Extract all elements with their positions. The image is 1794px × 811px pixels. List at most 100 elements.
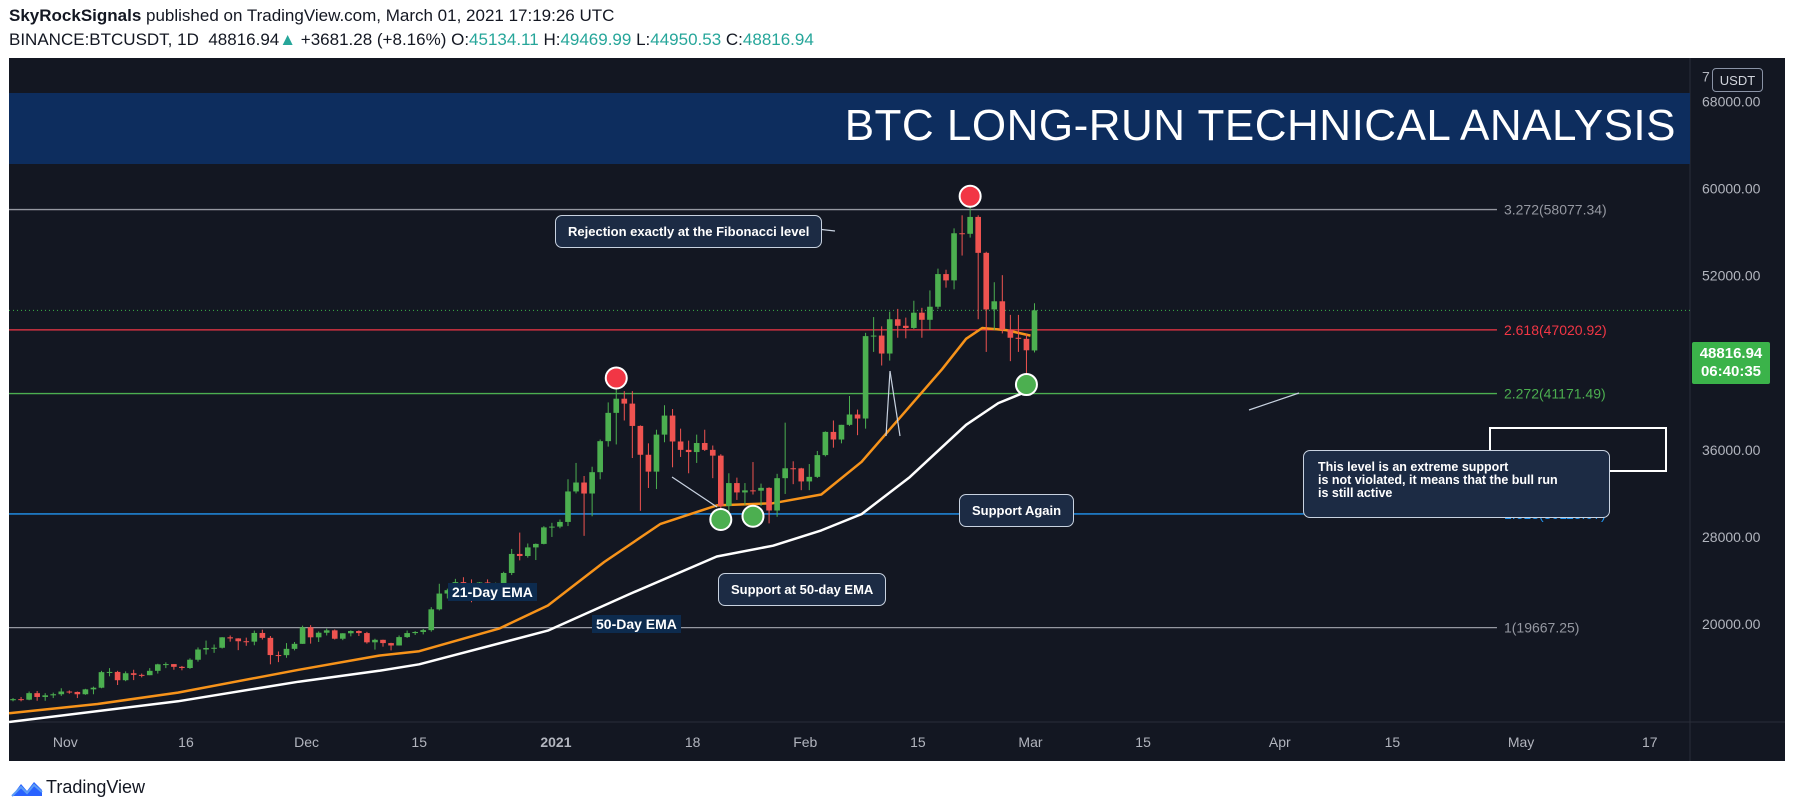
support-marker-2: [741, 504, 765, 528]
candle-body: [74, 691, 81, 695]
support-50-connector: [671, 476, 718, 508]
time-tick-label: 18: [685, 734, 701, 750]
candle-body: [854, 414, 861, 419]
title-banner: BTC LONG-RUN TECHNICAL ANALYSIS: [9, 93, 1690, 164]
price-tick-label-partial: 7: [1702, 69, 1710, 85]
rejection-marker-feb: [958, 184, 982, 208]
candle-body: [42, 695, 49, 697]
candle-body: [637, 425, 644, 455]
candle-body: [661, 415, 668, 435]
support-again-callout: Support Again: [959, 494, 1075, 527]
candle-body: [693, 443, 700, 453]
candle-body: [951, 233, 957, 281]
candle-body: [106, 671, 113, 673]
candle-body: [66, 691, 73, 693]
footer: [0, 768, 1794, 811]
candle-body: [589, 472, 595, 494]
rejection-marker-jan: [604, 366, 628, 390]
time-tick-label: 15: [1385, 734, 1401, 750]
candle-body: [388, 643, 394, 646]
candle-body: [822, 431, 829, 456]
candle-body: [372, 639, 378, 643]
candle-body: [943, 274, 949, 281]
tradingview-brand[interactable]: TradingView: [46, 777, 146, 797]
price-tick-label: 28000.00: [1702, 529, 1761, 545]
candle-body: [187, 659, 193, 669]
up-arrow-icon: ▲: [279, 30, 297, 49]
candle-body: [1015, 337, 1022, 339]
candle-body: [163, 664, 169, 666]
candle-body: [846, 414, 853, 425]
symbol-line: BINANCE:BTCUSDT, 1D 48816.94▲ +3681.28 (…: [9, 30, 814, 50]
candle-body: [138, 674, 145, 676]
candle-body: [259, 632, 266, 638]
candle-body: [436, 593, 443, 610]
price-tick-label: 20000.00: [1702, 616, 1761, 632]
candle-body: [524, 547, 531, 556]
candle-body: [299, 627, 306, 644]
support-again-connector-right: [889, 370, 901, 437]
candle-body: [516, 553, 523, 556]
extreme-support-callout: This level is an extreme support is not …: [1303, 450, 1610, 518]
candle-body: [26, 693, 32, 700]
candle-body: [919, 312, 925, 320]
low-value: 44950.53: [650, 30, 722, 49]
price-tick-label: 52000.00: [1702, 268, 1761, 284]
candle-body: [685, 449, 692, 453]
symbol-label: BINANCE:BTCUSDT, 1D: [9, 30, 199, 49]
time-tick-label: 2021: [540, 734, 571, 750]
candle-body: [275, 655, 282, 657]
candle-body: [500, 572, 507, 584]
candle-body: [331, 630, 338, 639]
author-name[interactable]: SkyRockSignals: [9, 6, 142, 25]
currency-badge[interactable]: USDT: [1712, 68, 1763, 92]
candle-body: [348, 630, 354, 634]
candle-body: [90, 687, 97, 690]
candle-body: [364, 633, 370, 643]
time-tick-label: Dec: [294, 734, 319, 750]
candle-body: [420, 630, 427, 632]
candle-body: [629, 403, 636, 426]
time-tick-label: 16: [178, 734, 194, 750]
candle-body: [790, 468, 797, 470]
ema21-label: 21-Day EMA: [448, 583, 537, 601]
time-tick-label: Apr: [1269, 734, 1291, 750]
candle-body: [10, 699, 16, 701]
fib-level-label: 2.618(47020.92): [1504, 322, 1607, 338]
candle-body: [82, 689, 89, 695]
candle-body: [549, 526, 555, 528]
close-value: 48816.94: [742, 30, 814, 49]
time-tick-label: May: [1508, 734, 1534, 750]
candle-body: [830, 431, 837, 440]
candle-body: [750, 490, 756, 492]
candle-body: [581, 482, 587, 494]
time-tick-label: 15: [1135, 734, 1151, 750]
price-tag-countdown: 06:40:35: [1700, 363, 1762, 380]
time-tick-label: 15: [411, 734, 427, 750]
candle-body: [444, 590, 451, 594]
price-tick-label: 68000.00: [1702, 94, 1761, 110]
candle-body: [267, 637, 274, 656]
publish-info: published on TradingView.com, March 01, …: [141, 6, 615, 25]
candle-body: [766, 487, 772, 511]
candle-body: [50, 694, 57, 696]
candle-body: [58, 691, 65, 695]
candle-body: [758, 487, 764, 491]
ema21-line: [9, 326, 1031, 715]
candle-body: [645, 454, 652, 472]
open-label: O:: [451, 30, 470, 49]
candle-body: [653, 434, 660, 472]
candle-body: [533, 543, 539, 548]
ema50-line: [9, 388, 1031, 724]
candle-body: [283, 648, 290, 656]
high-value: 49469.99: [560, 30, 632, 49]
candle-body: [307, 627, 314, 638]
ema50-label: 50-Day EMA: [592, 615, 681, 633]
candle-body: [146, 670, 153, 676]
close-label: C:: [725, 30, 743, 49]
time-tick-label: Mar: [1018, 734, 1042, 750]
rejection-callout: Rejection exactly at the Fibonacci level: [555, 215, 823, 248]
support-again-connector-left: [885, 370, 891, 437]
candle-body: [98, 672, 105, 688]
tradingview-logo-icon[interactable]: [10, 776, 44, 800]
